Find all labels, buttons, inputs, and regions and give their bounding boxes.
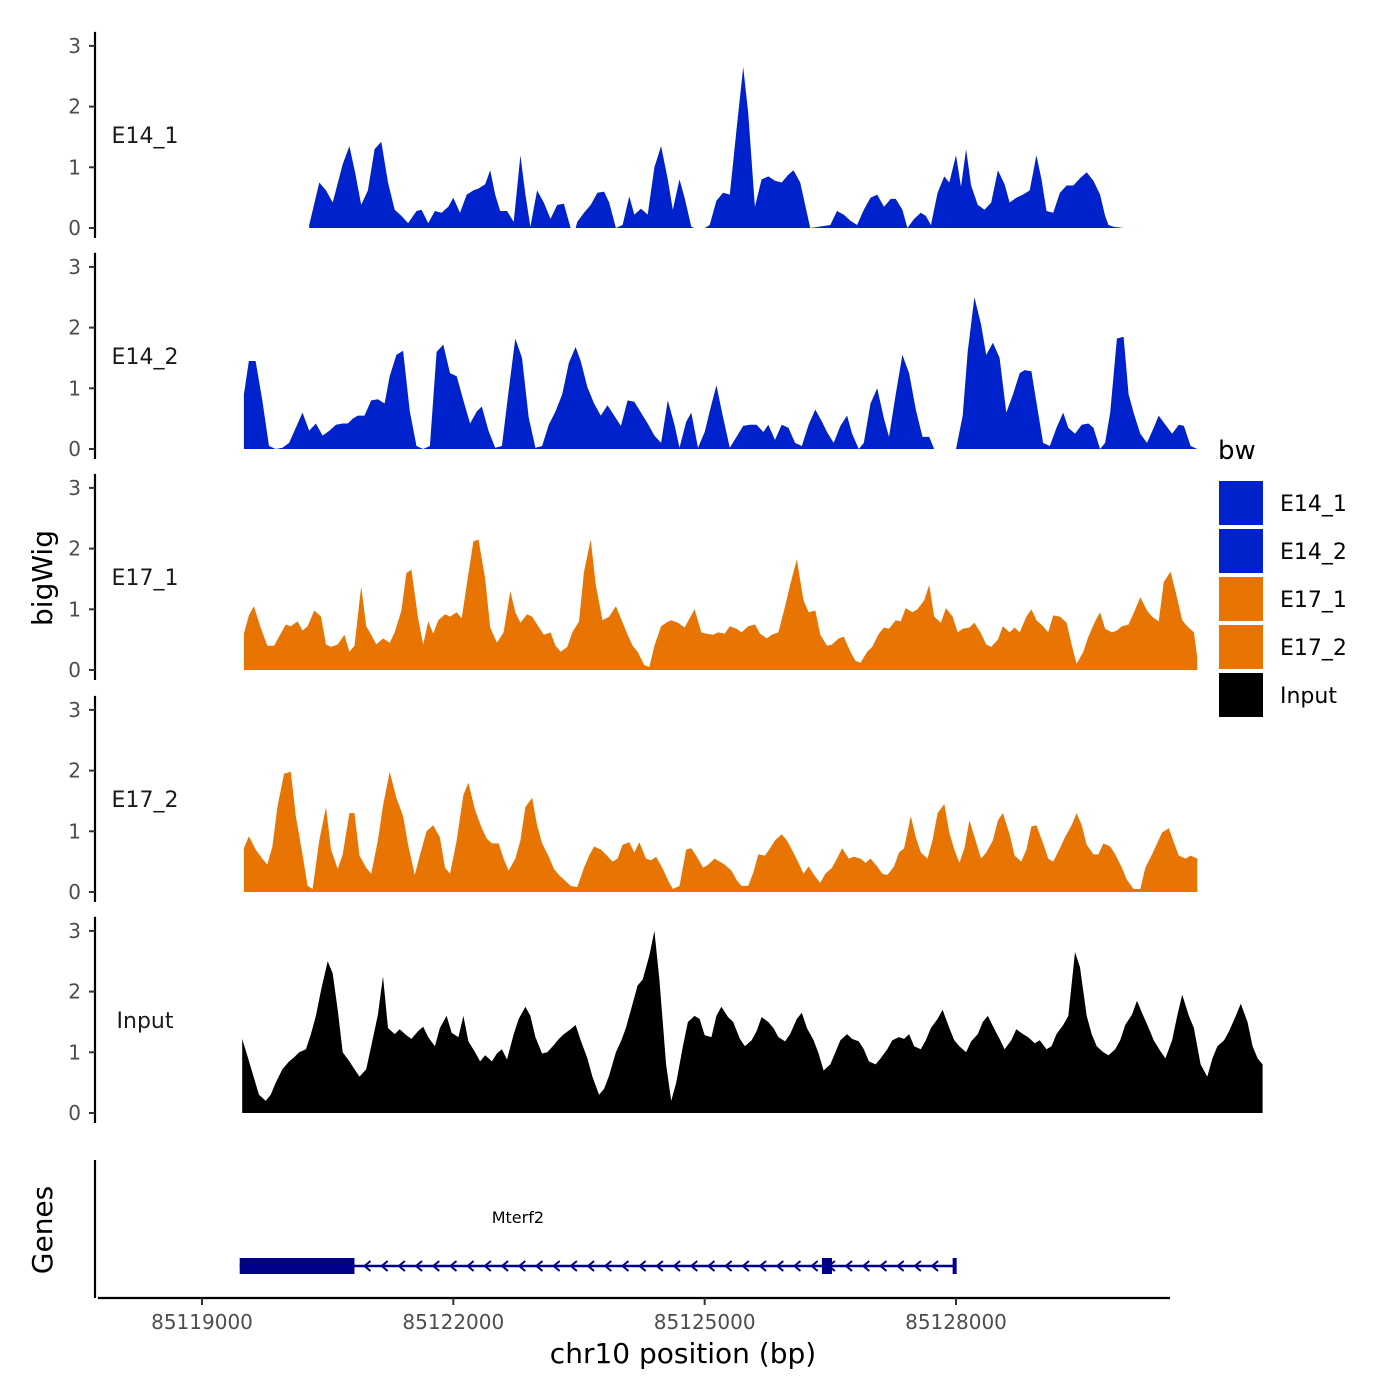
gene-strand-arrow [913, 1260, 922, 1272]
gene-exon [239, 1258, 355, 1274]
gene-strand-arrow [775, 1260, 784, 1272]
x-tick-label: 85128000 [905, 1310, 1007, 1334]
gene-strand-arrow [414, 1260, 423, 1272]
gene-strand-arrow [689, 1260, 698, 1272]
y-tick-label: 1 [68, 819, 81, 843]
area-e14-1 [309, 67, 1144, 228]
gene-strand-arrow [930, 1260, 939, 1272]
gene-strand-arrow [603, 1260, 612, 1272]
legend-label: E17_1 [1280, 588, 1347, 613]
y-tick-label: 3 [68, 698, 81, 722]
gene-strand-arrow [844, 1260, 853, 1272]
gene-strand-arrow [466, 1260, 475, 1272]
gene-strand-arrow [878, 1260, 888, 1272]
gene-strand-arrow [672, 1260, 681, 1272]
legend-title: bw [1218, 436, 1256, 466]
track-label: E14_1 [112, 124, 179, 149]
y-tick-label: 2 [68, 316, 81, 340]
gene-strand-arrow [810, 1260, 819, 1272]
y-tick-label: 3 [68, 255, 81, 279]
track-label: Input [117, 1009, 174, 1034]
gene-strand-arrow [896, 1260, 905, 1272]
gene-strand-arrow [500, 1260, 509, 1272]
area-input [242, 930, 1263, 1113]
legend-key-e14-1 [1219, 481, 1263, 525]
x-axis-title: chr10 position (bp) [550, 1337, 816, 1370]
gene-strand-arrow [552, 1260, 561, 1272]
genes-axis-title: Genes [26, 1186, 59, 1274]
gene-strand-arrow [534, 1260, 544, 1272]
gene-strand-arrow [431, 1260, 440, 1272]
gene-strand-arrow [517, 1260, 526, 1272]
gene-strand-arrow [724, 1260, 733, 1272]
y-tick-label: 0 [68, 880, 81, 904]
legend-label: Input [1280, 684, 1337, 709]
track-e17-2: 0 1 2 3 E17_2 [68, 695, 1198, 904]
y-tick-label: 3 [68, 919, 81, 943]
gene-strand-arrow [448, 1260, 458, 1272]
y-tick-label: 3 [68, 476, 81, 500]
gene-strand-arrow [483, 1260, 492, 1272]
gene-strand-arrow [758, 1260, 767, 1272]
gene-exon [821, 1258, 833, 1274]
track-e17-1: 0 1 2 3 E17_1 [68, 473, 1198, 682]
area-e17-1 [243, 539, 1198, 670]
gene-name-label: Mterf2 [492, 1208, 544, 1227]
y-tick-label: 0 [68, 658, 81, 682]
genes-group: Mterf2 [93, 1160, 957, 1298]
y-tick-label: 3 [68, 34, 81, 58]
y-tick-label: 2 [68, 537, 81, 561]
gene-strand-arrow [861, 1260, 870, 1272]
track-e14-1: 0 1 2 3 E14_1 [68, 31, 1144, 240]
track-e14-2: 0 1 2 3 E14_2 [68, 252, 1198, 461]
track-label: E17_1 [112, 566, 179, 591]
track-input: 0 1 2 3 Input [68, 916, 1263, 1125]
tracks-group: 0 1 2 3 E14_1 0 1 2 3 E14_2 0 1 2 3 E17_1 0 1 2 3 E17_2 0 1 2 3… [68, 31, 1263, 1125]
gene-strand-arrow [586, 1260, 595, 1272]
legend: bw E14_1 E14_2 E17_1 E17_2 Input [1218, 436, 1347, 717]
y-tick-label: 0 [68, 1101, 81, 1125]
gene-strand-arrow [380, 1260, 389, 1272]
gene-strand-arrow [620, 1260, 630, 1272]
legend-key-e17-2 [1219, 625, 1263, 669]
y-tick-label: 1 [68, 597, 81, 621]
x-tick-label: 85125000 [654, 1310, 756, 1334]
gene-strand-arrow [655, 1260, 664, 1272]
gene-strand-arrow [362, 1260, 372, 1272]
y-tick-label: 1 [68, 155, 81, 179]
gene-strand-arrow [792, 1260, 802, 1272]
area-e14-2 [243, 297, 1198, 449]
legend-key-e17-1 [1219, 577, 1263, 621]
x-tick-label: 85119000 [151, 1310, 253, 1334]
x-axis: 85119000 85122000 85125000 85128000 [98, 1296, 1170, 1334]
track-label: E14_2 [112, 345, 179, 370]
y-tick-label: 0 [68, 437, 81, 461]
gene-strand-arrow [638, 1260, 647, 1272]
y-tick-label: 1 [68, 1040, 81, 1064]
legend-label: E14_1 [1280, 492, 1347, 517]
legend-label: E14_2 [1280, 540, 1347, 565]
legend-label: E17_2 [1280, 636, 1347, 661]
gene-exon [952, 1258, 957, 1274]
y-tick-label: 1 [68, 376, 81, 400]
y-tick-label: 2 [68, 95, 81, 119]
gene-strand-arrow [706, 1260, 716, 1272]
y-tick-label: 2 [68, 759, 81, 783]
track-label: E17_2 [112, 788, 179, 813]
legend-key-input [1219, 673, 1263, 717]
y-tick-label: 0 [68, 216, 81, 240]
gene-strand-arrow [741, 1260, 750, 1272]
area-e17-2 [243, 771, 1198, 892]
gene-strand-arrow [397, 1260, 406, 1272]
x-tick-label: 85122000 [402, 1310, 504, 1334]
gene-strand-arrow [569, 1260, 578, 1272]
legend-key-e14-2 [1219, 529, 1263, 573]
y-axis-title: bigWig [26, 530, 59, 626]
y-tick-label: 2 [68, 980, 81, 1004]
